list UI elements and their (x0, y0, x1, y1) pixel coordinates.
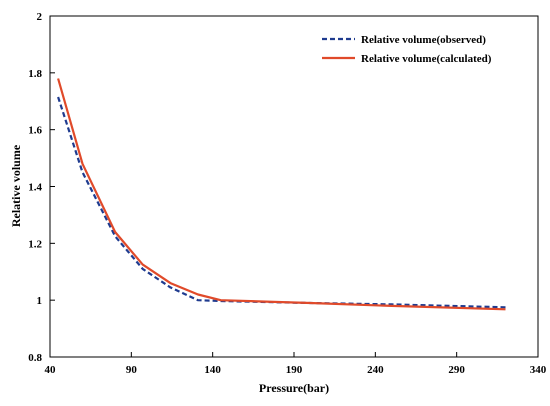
legend: Relative volume(observed) Relative volum… (322, 34, 492, 65)
x-tick-label: 240 (367, 364, 384, 376)
legend-label-calculated: Relative volume(calculated) (361, 53, 492, 65)
y-tick-label: 2 (37, 11, 43, 23)
y-tick-label: 0.8 (28, 352, 42, 364)
y-tick-label: 1.8 (28, 68, 42, 80)
x-tick-label: 40 (45, 364, 57, 376)
x-tick-label: 90 (126, 364, 138, 376)
legend-label-observed: Relative volume(observed) (361, 34, 486, 46)
y-tick-label: 1.6 (28, 125, 42, 137)
y-tick-label: 1.2 (28, 238, 42, 250)
y-tick-label: 1.4 (28, 182, 42, 194)
x-tick-label: 340 (530, 364, 547, 376)
x-tick-label: 190 (286, 364, 303, 376)
y-axis-title: Relative volume (9, 144, 23, 227)
x-tick-label: 290 (448, 364, 465, 376)
y-axis: 0.8 1 1.2 1.4 1.6 1.8 2 (28, 11, 55, 364)
series-lines (57, 78, 506, 311)
y-tick-label: 1 (37, 295, 43, 307)
series-line-calculated (57, 78, 506, 311)
x-axis: 40 90 140 190 240 290 340 (45, 352, 547, 376)
x-axis-title: Pressure(bar) (259, 381, 329, 395)
x-tick-label: 140 (204, 364, 221, 376)
series-line-observed (57, 96, 506, 309)
